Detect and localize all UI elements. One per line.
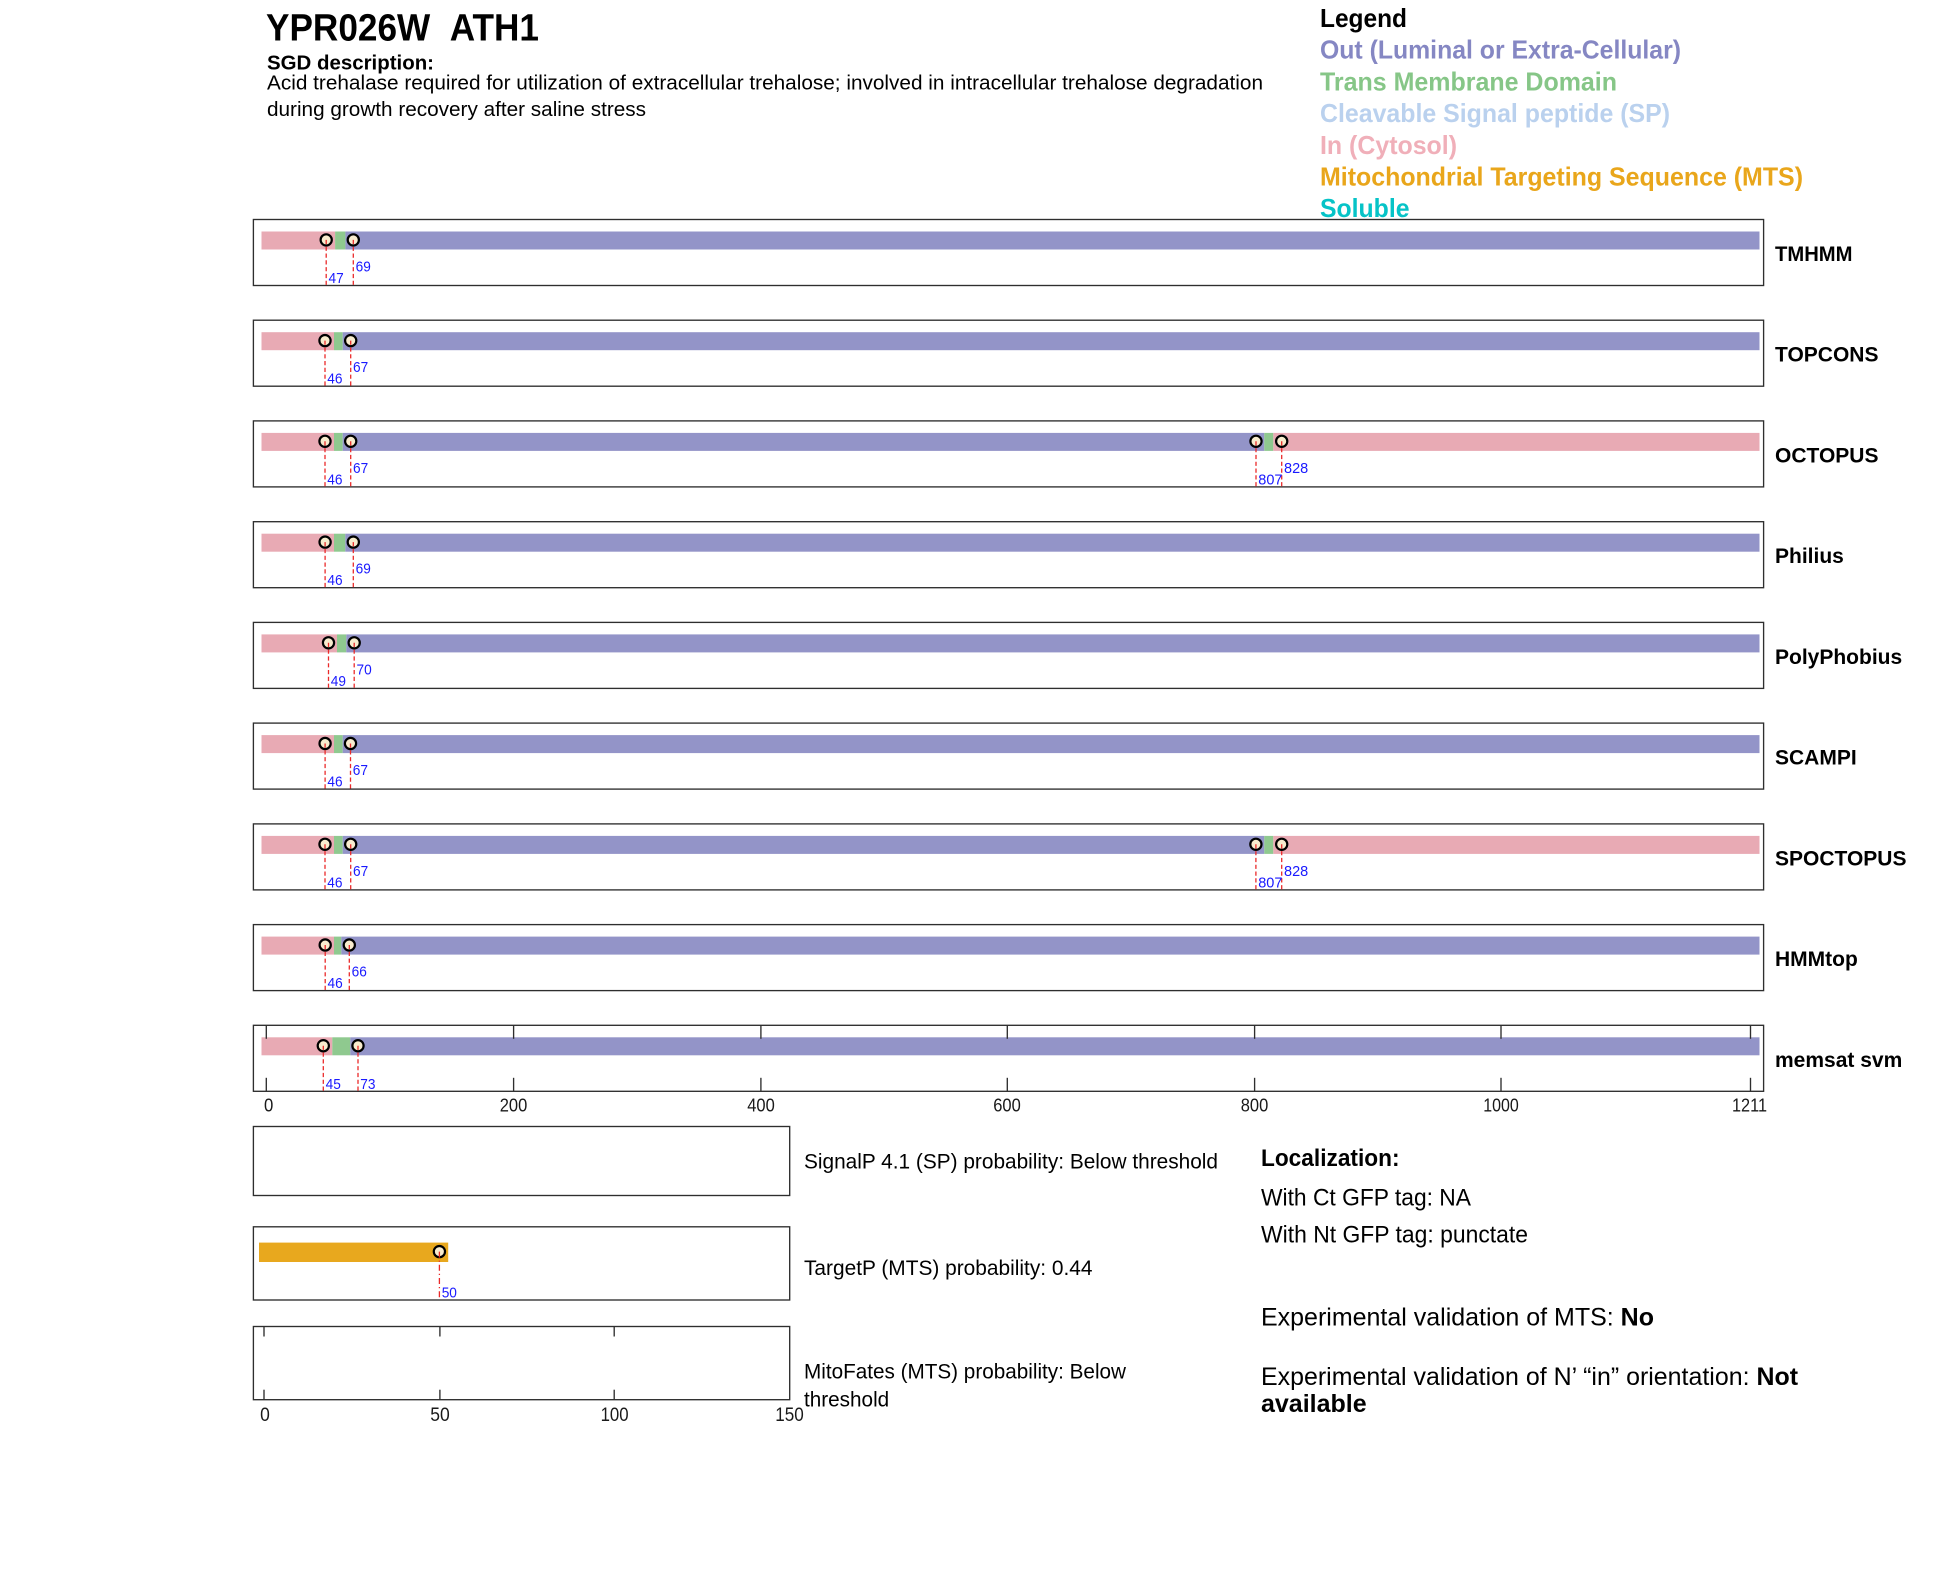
svg-text:1000: 1000: [1483, 1094, 1519, 1115]
svg-text:HMMtop: HMMtop: [1775, 948, 1858, 971]
svg-text:807: 807: [1258, 471, 1282, 488]
svg-text:70: 70: [357, 661, 372, 678]
svg-text:46: 46: [328, 975, 343, 992]
svg-text:150: 150: [775, 1404, 804, 1426]
svg-text:50: 50: [442, 1285, 457, 1302]
svg-text:Trans Membrane Domain: Trans Membrane Domain: [1320, 66, 1617, 96]
svg-text:67: 67: [353, 460, 368, 477]
svg-text:YPR026W ATH1: YPR026W ATH1: [266, 8, 539, 50]
svg-text:MitoFates (MTS) probability: B: MitoFates (MTS) probability: Below: [804, 1361, 1127, 1384]
svg-text:49: 49: [331, 673, 346, 690]
svg-text:600: 600: [993, 1094, 1021, 1115]
svg-text:46: 46: [327, 371, 342, 388]
svg-text:46: 46: [327, 572, 342, 589]
svg-text:0: 0: [260, 1404, 270, 1426]
svg-text:1211: 1211: [1732, 1094, 1767, 1115]
svg-text:SGD description:: SGD description:: [267, 52, 434, 75]
svg-text:67: 67: [353, 863, 368, 880]
svg-text:threshold: threshold: [804, 1388, 889, 1411]
svg-text:45: 45: [326, 1076, 341, 1093]
svg-text:400: 400: [747, 1094, 775, 1115]
svg-text:Legend: Legend: [1320, 3, 1407, 33]
svg-text:In (Cytosol): In (Cytosol): [1320, 130, 1457, 160]
svg-text:Philius: Philius: [1775, 545, 1844, 568]
svg-text:800: 800: [1241, 1094, 1269, 1115]
svg-text:OCTOPUS: OCTOPUS: [1775, 444, 1878, 467]
svg-text:46: 46: [327, 471, 342, 488]
svg-text:Experimental validation of N’: Experimental validation of N’ “in” orien…: [1261, 1364, 1798, 1391]
svg-text:69: 69: [356, 561, 371, 578]
svg-text:PolyPhobius: PolyPhobius: [1775, 646, 1902, 669]
svg-text:during growth recovery after s: during growth recovery after saline stre…: [267, 98, 646, 121]
svg-text:TMHMM: TMHMM: [1775, 243, 1853, 266]
svg-text:828: 828: [1284, 863, 1308, 880]
svg-text:807: 807: [1258, 874, 1282, 891]
svg-text:memsat svm: memsat svm: [1775, 1049, 1902, 1072]
svg-text:Acid trehalase required for ut: Acid trehalase required for utilization …: [267, 72, 1263, 95]
svg-text:50: 50: [430, 1404, 450, 1426]
svg-text:66: 66: [352, 964, 367, 981]
svg-text:With Nt GFP tag: punctate: With Nt GFP tag: punctate: [1261, 1222, 1528, 1249]
svg-text:67: 67: [353, 359, 368, 376]
svg-text:100: 100: [601, 1404, 629, 1426]
svg-text:SCAMPI: SCAMPI: [1775, 747, 1857, 770]
svg-text:46: 46: [327, 874, 342, 891]
svg-text:SignalP 4.1 (SP) probability:: SignalP 4.1 (SP) probability: Below thre…: [804, 1150, 1218, 1173]
svg-text:Soluble: Soluble: [1320, 193, 1410, 223]
svg-text:828: 828: [1284, 460, 1308, 477]
svg-text:With Ct GFP tag: NA: With Ct GFP tag: NA: [1261, 1185, 1472, 1212]
svg-text:69: 69: [356, 259, 371, 276]
svg-text:TargetP (MTS) probability: 0.4: TargetP (MTS) probability: 0.44: [804, 1257, 1093, 1280]
svg-text:0: 0: [264, 1094, 273, 1115]
svg-text:47: 47: [329, 270, 344, 287]
svg-text:TOPCONS: TOPCONS: [1775, 344, 1878, 367]
svg-text:SPOCTOPUS: SPOCTOPUS: [1775, 847, 1906, 870]
svg-text:Cleavable Signal peptide (SP): Cleavable Signal peptide (SP): [1320, 98, 1670, 128]
svg-text:available: available: [1261, 1391, 1367, 1418]
svg-text:Experimental validation of MTS: Experimental validation of MTS: No: [1261, 1305, 1654, 1332]
svg-text:67: 67: [353, 762, 368, 779]
svg-text:Mitochondrial Targeting Sequen: Mitochondrial Targeting Sequence (MTS): [1320, 162, 1803, 192]
svg-text:Localization:: Localization:: [1261, 1145, 1400, 1172]
svg-text:73: 73: [360, 1076, 375, 1093]
svg-text:Out (Luminal or Extra-Cellular: Out (Luminal or Extra-Cellular): [1320, 35, 1681, 65]
svg-text:46: 46: [327, 774, 342, 791]
svg-text:200: 200: [500, 1094, 528, 1115]
